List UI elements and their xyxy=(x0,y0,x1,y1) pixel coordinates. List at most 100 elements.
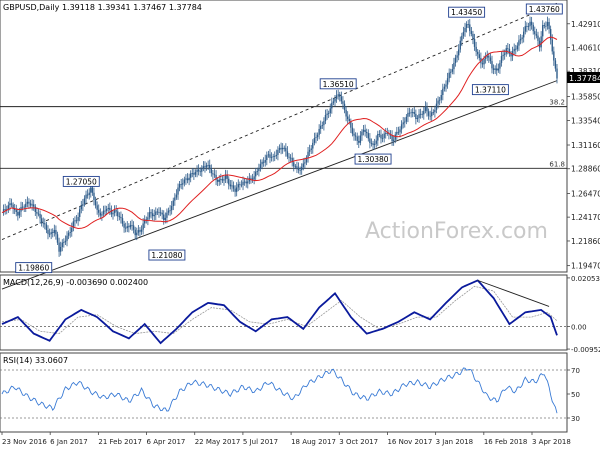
candle-body xyxy=(407,112,409,117)
candle-body xyxy=(94,199,97,206)
candle-body xyxy=(515,48,517,50)
candle-body xyxy=(358,140,360,143)
candle-body xyxy=(77,216,79,221)
candle-body xyxy=(178,184,181,188)
last-price-badge xyxy=(567,72,600,83)
candle-body xyxy=(156,211,159,213)
candle-body xyxy=(478,54,480,58)
candle-body xyxy=(313,138,316,143)
channel-resistance-line xyxy=(1,2,558,240)
date-tick-label: 18 Aug 2017 xyxy=(291,438,336,446)
candle-body xyxy=(483,58,485,65)
candle-body xyxy=(410,112,412,114)
annotation-box xyxy=(354,153,392,165)
candle-body xyxy=(102,210,105,215)
price-tick-label: 1.38310 xyxy=(571,67,600,76)
annotation-label: 1.21080 xyxy=(151,251,182,260)
candle-body xyxy=(197,169,200,172)
candle-body xyxy=(534,31,536,35)
candle-body xyxy=(218,179,220,182)
candle-body xyxy=(549,29,552,40)
candle-body xyxy=(159,212,162,214)
annotation-box xyxy=(62,175,100,187)
candle-body xyxy=(432,112,435,114)
candle-body xyxy=(461,35,463,41)
candle-body xyxy=(521,37,523,40)
candle-body xyxy=(448,72,450,79)
candle-body xyxy=(546,22,549,26)
candle-body xyxy=(61,242,63,247)
candle-body xyxy=(196,169,198,173)
candle-body xyxy=(484,57,487,59)
candle-body xyxy=(182,183,184,185)
candle-body xyxy=(107,207,109,209)
candle-body xyxy=(55,230,57,235)
candle-body xyxy=(148,212,151,218)
candle-body xyxy=(451,69,454,72)
candle-body xyxy=(204,166,206,168)
candle-body xyxy=(66,235,68,241)
candle-body xyxy=(359,135,362,143)
candle-body xyxy=(383,133,385,139)
candle-body xyxy=(158,212,160,213)
price-annotations: 1.19860 1.27050 1.21080 1.36510 1.30380 1.434… xyxy=(15,3,563,274)
candle-body xyxy=(513,48,515,52)
macd-tick-label: 0.020535 xyxy=(571,275,600,283)
candle-body xyxy=(427,111,430,116)
candle-body xyxy=(453,62,455,70)
candle-body xyxy=(467,24,469,25)
candle-body xyxy=(26,201,29,204)
candle-body xyxy=(177,187,179,195)
candle-body xyxy=(429,115,431,117)
price-candles xyxy=(2,16,558,257)
rsi-lines xyxy=(1,367,558,414)
candle-body xyxy=(396,131,398,135)
candle-body xyxy=(145,219,147,221)
candle-body xyxy=(326,113,328,115)
candle-body xyxy=(129,224,132,228)
candle-body xyxy=(153,215,155,217)
candle-body xyxy=(305,157,308,163)
candle-body xyxy=(380,134,382,139)
candle-body xyxy=(237,184,239,188)
date-axis: 23 Nov 2016 6 Jan 2017 21 Feb 2017 6 Apr 20… xyxy=(1,432,571,446)
candle-body xyxy=(169,210,171,212)
price-panel xyxy=(0,0,568,273)
candle-body xyxy=(339,94,341,97)
candle-body xyxy=(475,46,477,52)
candle-body xyxy=(500,56,503,63)
candle-body xyxy=(296,166,298,168)
candle-body xyxy=(542,25,544,37)
rsi-axis-ticks: 70 50 30 xyxy=(0,367,580,423)
candle-body xyxy=(529,21,531,27)
date-tick-label: 6 Apr 2017 xyxy=(147,438,186,446)
candle-body xyxy=(221,179,224,181)
candle-body xyxy=(93,192,95,200)
candle-body xyxy=(351,127,354,134)
candle-body xyxy=(224,175,227,180)
candle-body xyxy=(291,157,293,163)
trend-channel xyxy=(1,2,558,290)
annotation-box xyxy=(319,78,357,90)
candle-body xyxy=(39,213,41,219)
date-tick-label: 3 Apr 2018 xyxy=(532,438,571,446)
date-tick-label: 23 Nov 2016 xyxy=(2,438,47,446)
candle-body xyxy=(126,226,128,229)
candle-body xyxy=(545,25,547,27)
candle-body xyxy=(402,122,404,125)
candle-body xyxy=(286,151,289,157)
price-tick-label: 1.35850 xyxy=(571,93,600,102)
candle-body xyxy=(446,78,449,85)
candle-body xyxy=(318,128,320,135)
annotation-label: 1.36510 xyxy=(323,80,354,89)
candle-body xyxy=(551,39,553,52)
candle-body xyxy=(120,216,122,219)
candle-body xyxy=(405,116,408,122)
candle-body xyxy=(86,194,89,196)
candle-body xyxy=(240,184,243,186)
candle-body xyxy=(470,31,473,34)
candle-body xyxy=(362,129,365,132)
candle-body xyxy=(275,154,278,157)
moving-average-line xyxy=(1,36,558,230)
price-title-symbol: GBPUSD,Daily xyxy=(3,3,60,12)
